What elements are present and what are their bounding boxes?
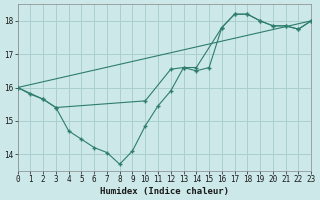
X-axis label: Humidex (Indice chaleur): Humidex (Indice chaleur) — [100, 187, 229, 196]
